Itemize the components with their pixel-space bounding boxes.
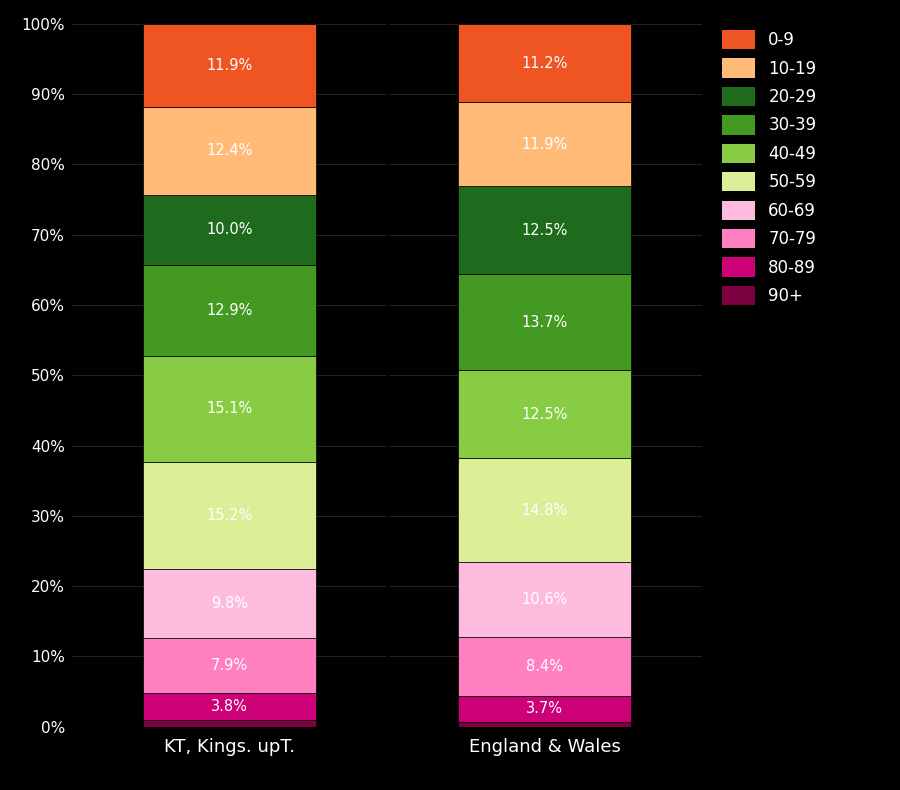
Bar [458,274,631,371]
Bar [458,371,631,458]
Bar [458,458,631,562]
Bar [143,24,316,107]
Bar [143,356,316,461]
Text: 12.9%: 12.9% [206,303,253,318]
Text: 13.7%: 13.7% [521,314,568,329]
Text: 11.9%: 11.9% [206,58,253,73]
Text: 14.8%: 14.8% [521,502,568,517]
Text: 3.7%: 3.7% [526,702,563,717]
Text: 15.1%: 15.1% [206,401,253,416]
Legend: 0-9, 10-19, 20-29, 30-39, 40-49, 50-59, 60-69, 70-79, 80-89, 90+: 0-9, 10-19, 20-29, 30-39, 40-49, 50-59, … [716,25,822,310]
Bar [458,103,631,186]
Bar [458,562,631,637]
Text: 10.6%: 10.6% [521,592,568,607]
Bar [458,722,631,727]
Bar [458,637,631,696]
Bar [143,194,316,265]
Text: 12.4%: 12.4% [206,144,253,159]
Bar [143,461,316,569]
Text: 15.2%: 15.2% [206,508,253,523]
Text: 11.9%: 11.9% [521,137,568,152]
Text: 12.5%: 12.5% [521,407,568,422]
Bar [143,638,316,693]
Text: 10.0%: 10.0% [206,222,253,237]
Text: 3.8%: 3.8% [212,699,248,714]
Bar [143,569,316,638]
Bar [458,186,631,274]
Bar [143,693,316,720]
Bar [458,696,631,722]
Bar [143,720,316,727]
Bar [458,24,631,103]
Text: 7.9%: 7.9% [211,658,248,673]
Bar [143,265,316,356]
Text: 11.2%: 11.2% [521,55,568,70]
Text: 12.5%: 12.5% [521,223,568,238]
Text: 8.4%: 8.4% [526,659,563,674]
Bar [143,107,316,194]
Text: 9.8%: 9.8% [211,596,248,611]
